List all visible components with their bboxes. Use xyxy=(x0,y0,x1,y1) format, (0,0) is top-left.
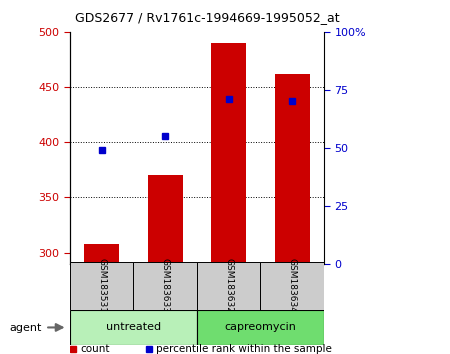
Text: untreated: untreated xyxy=(106,322,161,332)
Text: GDS2677 / Rv1761c-1994669-1995052_at: GDS2677 / Rv1761c-1994669-1995052_at xyxy=(75,11,339,24)
Text: GSM183633: GSM183633 xyxy=(161,258,170,313)
Text: percentile rank within the sample: percentile rank within the sample xyxy=(157,344,332,354)
Text: capreomycin: capreomycin xyxy=(225,322,297,332)
Text: GSM183634: GSM183634 xyxy=(288,258,297,313)
Bar xyxy=(197,310,324,345)
Bar xyxy=(275,74,310,264)
Bar xyxy=(148,175,183,264)
Bar xyxy=(211,43,246,264)
Bar xyxy=(133,262,197,310)
Bar xyxy=(197,262,261,310)
Bar xyxy=(70,262,133,310)
Text: GSM183531: GSM183531 xyxy=(97,258,106,313)
Text: GSM183632: GSM183632 xyxy=(224,258,233,313)
Bar xyxy=(84,244,119,264)
Bar xyxy=(261,262,324,310)
Text: agent: agent xyxy=(9,323,41,333)
Bar xyxy=(70,310,197,345)
Text: count: count xyxy=(81,344,110,354)
